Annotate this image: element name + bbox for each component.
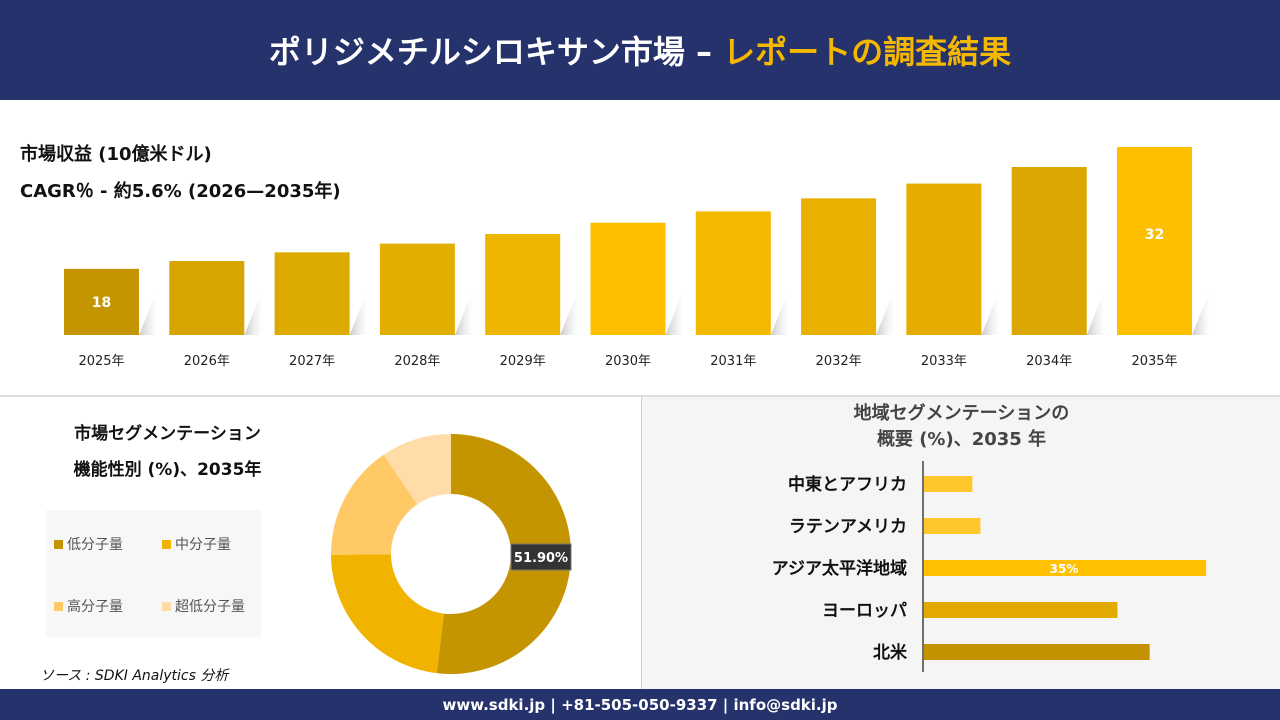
- legend-swatch: [54, 601, 63, 611]
- x-tick-label: 2028年: [394, 354, 440, 369]
- donut-slice-中分子量: [331, 554, 444, 674]
- legend-item: 高分子量: [54, 596, 123, 616]
- bar-shadow: [665, 290, 684, 335]
- x-tick-label: 2033年: [921, 354, 967, 369]
- bar-2027年: [274, 252, 350, 335]
- donut-slice-低分子量: [436, 434, 572, 674]
- revenue-bar-chart: 2025年 18 2026年 2027年 2028年 2029年 2030年 2031年 203…: [64, 147, 1210, 369]
- svg-text:51.90%: 51.90%: [514, 551, 568, 566]
- donut-slice-高分子量: [331, 454, 418, 555]
- x-tick-label: 2031年: [710, 354, 756, 369]
- x-tick-label: 2026年: [184, 354, 230, 369]
- donut-data-label: 51.90%: [510, 543, 572, 571]
- region-section: 地域セグメンテーションの 概要 (%)、2035 年 中東とアフリカ ラテンアメリカ…: [641, 397, 1280, 689]
- bar-shadow: [349, 290, 368, 335]
- footer-contact: www.sdki.jp | +81-505-050-9337 | info@sd…: [0, 689, 1280, 720]
- y-tick-label: 中東とアフリカ: [788, 474, 907, 495]
- bar-2025年: [64, 268, 139, 335]
- data-label: 35%: [1050, 562, 1079, 576]
- data-label: 32: [1145, 227, 1164, 243]
- bar-2029年: [485, 234, 561, 335]
- x-tick-label: 2029年: [500, 354, 546, 369]
- segment-section: 市場セグメンテーション 機能性別 (%)、2035年 低分子量 中分子量高分子量 超…: [0, 397, 640, 689]
- bar-shadow: [1192, 290, 1210, 335]
- x-tick-label: 2035年: [1131, 354, 1177, 369]
- x-tick-label: 2027年: [289, 354, 335, 369]
- y-tick-label: ラテンアメリカ: [789, 517, 907, 537]
- legend-item: 超低分子量: [162, 596, 245, 616]
- bar-2031年: [695, 211, 771, 335]
- source-text: ソース : SDKI Analytics 分析: [40, 668, 229, 684]
- revenue-section: 市場収益 (10億米ドル) CAGR％ - 約5.6% (2026—2035年)…: [0, 100, 1280, 395]
- bar-2028年: [379, 243, 455, 335]
- y-tick-label: ヨーロッパ: [822, 601, 907, 621]
- y-tick-label: アジア太平洋地域: [772, 558, 907, 579]
- cagr-text: CAGR％ - 約5.6% (2026—2035年): [20, 181, 341, 202]
- donut-chart: 51.90%: [331, 434, 572, 674]
- segment-title-1: 市場セグメンテーション: [74, 424, 261, 444]
- header-title: ポリジメチルシロキサン市場 – レポートの調査結果: [0, 0, 1280, 100]
- donut-slice-超低分子量: [383, 434, 451, 505]
- bar-shadow: [454, 290, 473, 335]
- bar-2032年: [801, 198, 877, 335]
- region-bar-アジア太平洋地域: [924, 560, 1207, 576]
- donut-legend: 低分子量 中分子量高分子量 超低分子量: [46, 510, 261, 637]
- bar-shadow: [1086, 290, 1105, 335]
- y-tick-label: 北米: [873, 642, 908, 663]
- region-bar-北米: [924, 644, 1150, 660]
- bar-2034年: [1011, 167, 1087, 335]
- legend-item: 中分子量: [162, 534, 231, 554]
- bar-shadow: [770, 290, 789, 335]
- x-tick-label: 2025年: [78, 354, 124, 369]
- legend-label: 超低分子量: [175, 599, 245, 615]
- legend-label: 低分子量: [67, 537, 123, 553]
- region-title-1: 地域セグメンテーションの: [853, 403, 1070, 424]
- bar-2035年: [1117, 147, 1192, 335]
- legend-swatch: [54, 539, 63, 549]
- region-bar-中東とアフリカ: [924, 476, 973, 492]
- x-tick-label: 2030年: [605, 354, 651, 369]
- legend-swatch: [162, 601, 171, 611]
- bar-shadow: [876, 290, 895, 335]
- bar-2026年: [169, 261, 245, 335]
- legend-swatch: [162, 539, 171, 549]
- segment-title-2: 機能性別 (%)、2035年: [73, 460, 262, 480]
- title-main: ポリジメチルシロキサン市場 –: [268, 33, 712, 71]
- bar-shadow: [139, 290, 157, 335]
- bar-shadow: [981, 290, 1000, 335]
- x-tick-label: 2034年: [1026, 354, 1072, 369]
- title-highlight: レポートの調査結果: [723, 33, 1012, 71]
- bar-shadow: [560, 290, 579, 335]
- region-title-2: 概要 (%)、2035 年: [876, 429, 1047, 450]
- x-tick-label: 2032年: [816, 354, 862, 369]
- legend-item: 低分子量: [54, 534, 123, 554]
- bar-shadow: [244, 290, 263, 335]
- revenue-title: 市場収益 (10億米ドル): [20, 144, 212, 165]
- bar-2030年: [590, 222, 666, 335]
- divider: [0, 395, 1280, 397]
- region-bar-ラテンアメリカ: [924, 518, 981, 534]
- legend-label: 高分子量: [67, 599, 123, 615]
- region-bar-ヨーロッパ: [924, 602, 1118, 618]
- bar-2033年: [906, 183, 982, 335]
- data-label: 18: [92, 295, 111, 311]
- legend-label: 中分子量: [175, 537, 231, 553]
